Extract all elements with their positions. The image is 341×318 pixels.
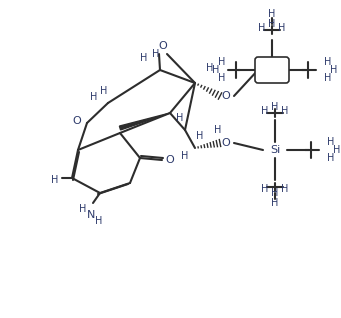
Text: H: H bbox=[271, 102, 279, 112]
Text: H: H bbox=[181, 151, 189, 161]
Text: H: H bbox=[212, 65, 220, 75]
Text: H: H bbox=[218, 57, 226, 67]
Text: H: H bbox=[176, 113, 184, 123]
Text: H: H bbox=[278, 23, 286, 33]
Text: H: H bbox=[100, 86, 108, 96]
Text: H: H bbox=[327, 153, 335, 163]
Text: H: H bbox=[218, 73, 226, 83]
Text: As: As bbox=[265, 65, 279, 75]
Text: N: N bbox=[87, 210, 95, 220]
Text: O: O bbox=[73, 116, 81, 126]
FancyBboxPatch shape bbox=[255, 57, 289, 83]
Text: H: H bbox=[271, 188, 279, 198]
Text: Si: Si bbox=[270, 145, 280, 155]
Text: H: H bbox=[95, 216, 103, 226]
Text: H: H bbox=[206, 63, 214, 73]
Text: H: H bbox=[333, 145, 341, 155]
Text: H: H bbox=[281, 106, 289, 116]
Text: H: H bbox=[271, 198, 279, 208]
Text: H: H bbox=[261, 184, 269, 194]
Polygon shape bbox=[119, 113, 170, 130]
Text: H: H bbox=[324, 73, 332, 83]
Text: H: H bbox=[330, 65, 338, 75]
Text: H: H bbox=[268, 19, 276, 29]
Text: H: H bbox=[324, 57, 332, 67]
Text: O: O bbox=[222, 138, 231, 148]
Text: H: H bbox=[214, 125, 222, 135]
Text: O: O bbox=[222, 91, 231, 101]
Text: H: H bbox=[261, 106, 269, 116]
Text: H: H bbox=[140, 53, 148, 63]
Text: H: H bbox=[79, 204, 87, 214]
Text: H: H bbox=[90, 92, 98, 102]
Text: O: O bbox=[166, 155, 174, 165]
Text: H: H bbox=[281, 184, 289, 194]
Text: H: H bbox=[268, 9, 276, 19]
Text: H: H bbox=[258, 23, 266, 33]
Text: O: O bbox=[159, 41, 167, 51]
Text: H: H bbox=[152, 49, 160, 59]
Text: H: H bbox=[327, 137, 335, 147]
Text: H: H bbox=[196, 131, 204, 141]
Text: H: H bbox=[51, 175, 59, 185]
